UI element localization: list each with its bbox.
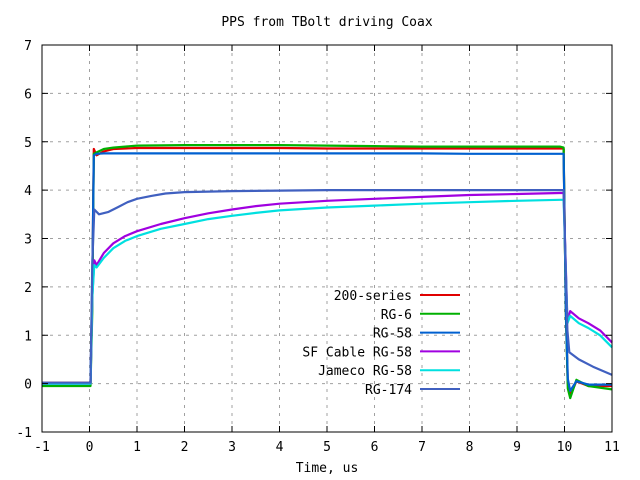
legend: 200-series RG-6 RG-58 SF Cable RG-58 Jameco … — [302, 289, 460, 398]
series-line-rg-58 — [42, 152, 612, 392]
y-tick-label: 6 — [24, 87, 32, 102]
series-line-rg-174 — [42, 189, 613, 384]
y-tick-label: 7 — [24, 39, 32, 54]
x-tick-label: 6 — [371, 440, 379, 455]
x-tick-label: -1 — [34, 440, 50, 455]
legend-label: RG-6 — [381, 308, 412, 323]
x-tick-label: 8 — [466, 440, 474, 455]
x-axis-label: Time, us — [296, 461, 359, 476]
series-line-jameco-rg-58 — [42, 198, 613, 385]
legend-label: RG-174 — [365, 383, 412, 398]
y-tick-label: -1 — [16, 426, 32, 441]
x-tick-label: 9 — [513, 440, 521, 455]
legend-label: SF Cable RG-58 — [302, 345, 412, 360]
y-tick-label: 1 — [24, 329, 32, 344]
x-tick-label: 7 — [418, 440, 426, 455]
x-tick-label: 5 — [323, 440, 331, 455]
legend-label: Jameco RG-58 — [318, 364, 412, 379]
y-tick-label: 5 — [24, 136, 32, 151]
series-line-sf-cable-rg-58 — [42, 191, 613, 385]
legend-label: 200-series — [334, 289, 412, 304]
x-tick-label: 1 — [133, 440, 141, 455]
series-line-rg-6 — [42, 144, 613, 400]
x-tick-label: 3 — [228, 440, 236, 455]
y-tick-label: 3 — [24, 233, 32, 248]
chart-title: PPS from TBolt driving Coax — [221, 15, 432, 30]
x-tick-label: 0 — [86, 440, 94, 455]
x-tick-label: 11 — [604, 440, 620, 455]
x-tick-label: 4 — [276, 440, 284, 455]
axis-ticks: -1 0 1 2 3 4 5 6 7 8 9 10 11 -1 0 1 2 3 4 5 6 7 — [16, 39, 619, 455]
y-tick-label: 4 — [24, 184, 32, 199]
legend-label: RG-58 — [373, 327, 412, 342]
y-tick-label: 2 — [24, 281, 32, 296]
y-tick-label: 0 — [24, 378, 32, 393]
x-tick-label: 2 — [181, 440, 189, 455]
series-lines — [42, 144, 613, 400]
x-tick-label: 10 — [557, 440, 573, 455]
